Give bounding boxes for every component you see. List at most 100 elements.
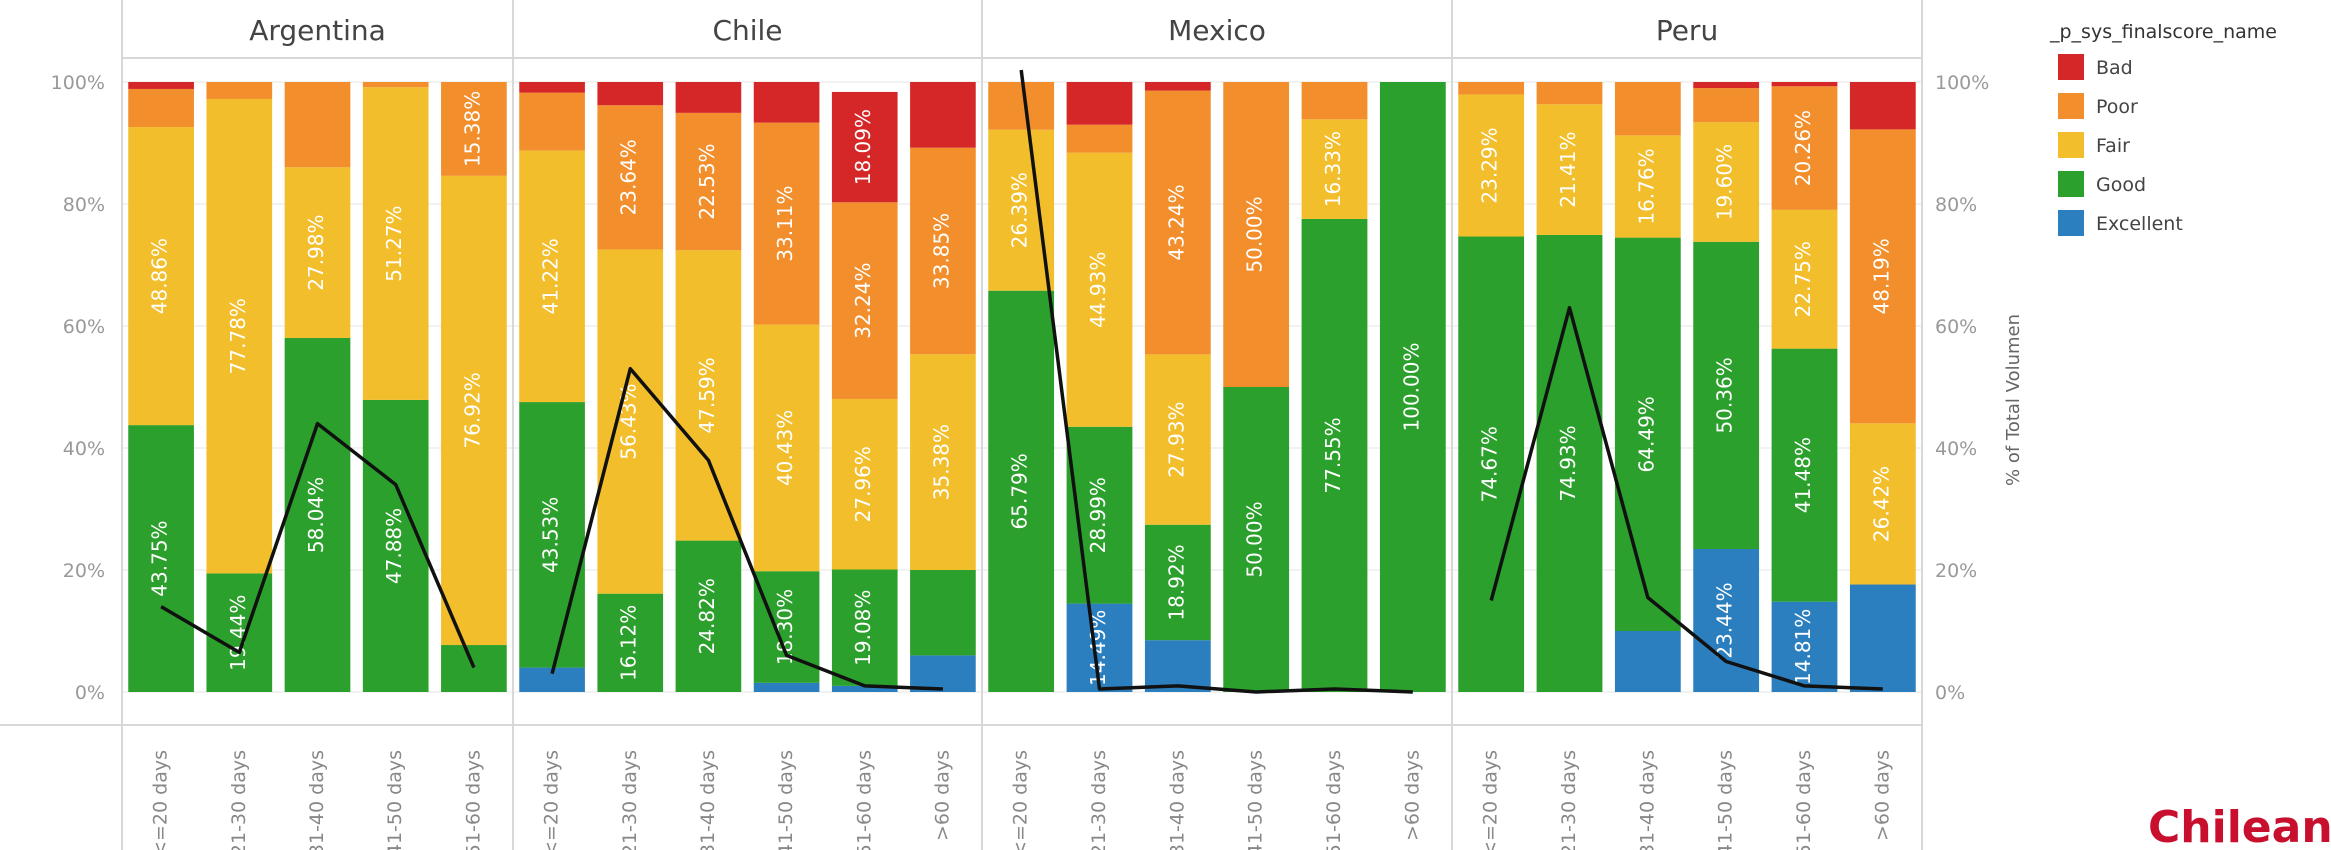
bar-segment-bad bbox=[753, 82, 820, 123]
segment-data-label: 64.49% bbox=[1634, 396, 1658, 472]
left-axis-tick-label: 0% bbox=[75, 682, 105, 704]
category-tick-label: <=20 days bbox=[1010, 750, 1032, 850]
bar-segment-excellent bbox=[831, 685, 898, 692]
segment-data-label: 50.36% bbox=[1713, 357, 1737, 433]
legend: _p_sys_finalscore_name Bad Poor Fair Good Ex… bbox=[2049, 21, 2277, 236]
bar-segment-good bbox=[1771, 348, 1838, 602]
bar-segment-fair bbox=[1458, 94, 1525, 237]
bar-segment-good bbox=[362, 399, 429, 692]
left-axis-tick-label: 80% bbox=[63, 194, 105, 216]
segment-data-label: 24.82% bbox=[695, 578, 719, 654]
segment-data-label: 77.55% bbox=[1321, 417, 1345, 493]
bar-segment-poor bbox=[1223, 82, 1290, 387]
segment-data-label: 43.75% bbox=[148, 520, 172, 596]
volume-line-argentina bbox=[160, 421, 476, 669]
category-tick-label: 41-50 days bbox=[384, 750, 406, 850]
segment-data-label: 40.43% bbox=[773, 410, 797, 486]
bar-segment-bad bbox=[519, 82, 585, 93]
right-axis-tick-label: 40% bbox=[1935, 438, 1977, 460]
segment-data-label: 41.48% bbox=[1791, 437, 1815, 513]
bar-segment-fair bbox=[1693, 122, 1760, 242]
segment-data-label: 51.27% bbox=[382, 205, 406, 281]
bar-segment-fair bbox=[753, 324, 820, 572]
category-tick-label: 21-30 days bbox=[228, 750, 250, 850]
segment-data-label: 48.86% bbox=[148, 238, 172, 314]
category-tick-label: <=20 days bbox=[150, 750, 172, 850]
segment-data-label: 33.11% bbox=[773, 185, 797, 261]
segment-data-label: 74.67% bbox=[1478, 426, 1502, 502]
segment-data-label: 22.53% bbox=[695, 143, 719, 219]
segment-data-label: 50.00% bbox=[1243, 196, 1267, 272]
bar-segment-fair bbox=[206, 98, 273, 574]
bar-segment-bad bbox=[675, 82, 742, 113]
bar-segment-poor bbox=[128, 88, 194, 128]
bar-segment-fair bbox=[1301, 119, 1368, 219]
segment-data-label: 19.08% bbox=[851, 590, 875, 666]
category-tick-label: 51-60 days bbox=[462, 750, 484, 850]
bar-segment-excellent bbox=[1614, 631, 1681, 692]
volume-line-chile bbox=[550, 366, 943, 691]
segment-data-label: 48.19% bbox=[1869, 238, 1893, 314]
right-axis-tick-label: 20% bbox=[1935, 560, 1977, 582]
segment-data-label: 44.93% bbox=[1086, 252, 1110, 328]
bar-segment-good bbox=[597, 593, 664, 692]
segment-data-label: 15.38% bbox=[460, 91, 484, 167]
category-tick-label: 41-50 days bbox=[775, 750, 797, 850]
bar-segment-good bbox=[519, 402, 585, 668]
segment-data-label: 43.24% bbox=[1164, 184, 1188, 260]
legend-swatch-bad bbox=[2058, 54, 2084, 80]
legend-swatch-good bbox=[2058, 171, 2084, 197]
legend-label-poor: Poor bbox=[2096, 96, 2138, 118]
segment-data-label: 76.92% bbox=[460, 372, 484, 448]
legend-title: _p_sys_finalscore_name bbox=[2049, 21, 2277, 43]
segment-data-label: 77.78% bbox=[226, 298, 250, 374]
bar-segment-fair bbox=[1849, 423, 1916, 585]
bar-segment-fair bbox=[519, 150, 585, 403]
category-tick-label: 31-40 days bbox=[697, 750, 719, 850]
bar-segment-good bbox=[128, 425, 194, 692]
pane-title: Mexico bbox=[1168, 14, 1266, 47]
segment-data-label: 32.24% bbox=[851, 262, 875, 338]
category-tick-label: 31-40 days bbox=[1636, 750, 1658, 850]
bar-segment-good bbox=[988, 290, 1055, 692]
bar-segment-poor bbox=[284, 82, 351, 168]
category-tick-label: 51-60 days bbox=[1323, 750, 1345, 850]
bar-segment-bad bbox=[597, 82, 664, 106]
segment-data-label: 21.41% bbox=[1556, 131, 1580, 207]
segment-data-label: 20.26% bbox=[1791, 110, 1815, 186]
bar-segment-excellent bbox=[1771, 601, 1838, 692]
segment-data-label: 74.93% bbox=[1556, 425, 1580, 501]
bar-segment-fair bbox=[597, 249, 664, 594]
left-axis-tick-label: 60% bbox=[63, 316, 105, 338]
bar-segment-poor bbox=[910, 147, 976, 355]
legend-swatch-fair bbox=[2058, 132, 2084, 158]
pane-title: Argentina bbox=[249, 14, 386, 47]
segment-data-label: 16.33% bbox=[1321, 131, 1345, 207]
axes-layer: 0% 0% 20% 20% 40% 40% 60% 60% 80% 80% 100% 100% <=20… bbox=[51, 72, 1990, 850]
bar-segment-poor bbox=[1849, 129, 1916, 424]
category-tick-label: 31-40 days bbox=[306, 750, 328, 850]
segment-labels-layer: 43.75%48.86%19.44%77.78%58.04%27.98%47.8… bbox=[148, 91, 1894, 686]
bar-segment-fair bbox=[910, 354, 976, 570]
category-tick-label: 41-50 days bbox=[1245, 750, 1267, 850]
bar-segment-excellent bbox=[1144, 640, 1211, 692]
legend-label-fair: Fair bbox=[2096, 135, 2130, 157]
bar-segment-good bbox=[1614, 237, 1681, 631]
bar-segment-fair bbox=[1144, 354, 1211, 525]
watermark-logo-text: Chilean bbox=[2148, 802, 2331, 850]
bar-segment-fair bbox=[988, 129, 1055, 291]
segment-data-label: 65.79% bbox=[1008, 453, 1032, 529]
bar-segment-bad bbox=[1693, 82, 1760, 89]
bar-segment-bad bbox=[128, 82, 194, 89]
category-tick-label: <=20 days bbox=[1480, 750, 1502, 850]
bar-segment-poor bbox=[1614, 82, 1681, 136]
legend-swatch-excellent bbox=[2058, 210, 2084, 236]
category-tick-label: >60 days bbox=[1871, 750, 1893, 841]
right-axis-tick-label: 60% bbox=[1935, 316, 1977, 338]
volume-line-mexico bbox=[1019, 69, 1413, 694]
bar-segment-poor bbox=[206, 82, 273, 99]
segment-data-label: 47.59% bbox=[695, 357, 719, 433]
segment-data-label: 50.00% bbox=[1243, 501, 1267, 577]
segment-data-label: 14.81% bbox=[1791, 609, 1815, 685]
